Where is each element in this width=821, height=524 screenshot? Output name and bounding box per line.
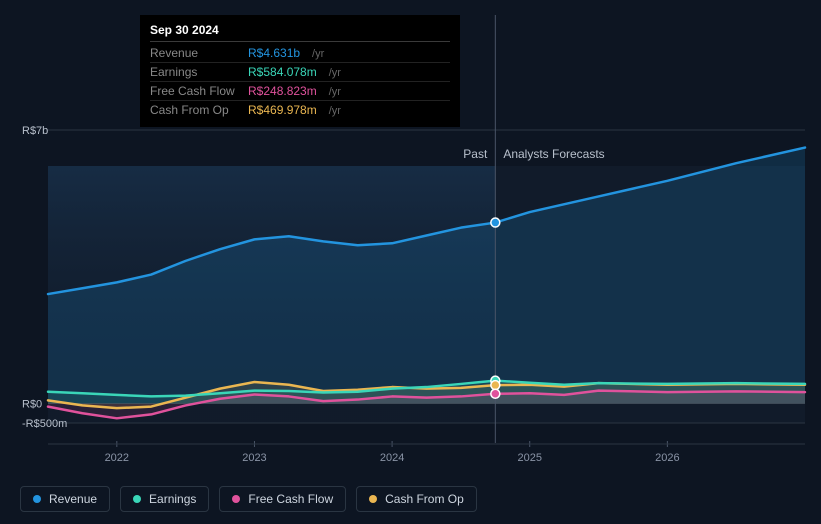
tooltip-row: Revenue R$4.631b/yr (150, 44, 450, 63)
legend-label: Cash From Op (385, 492, 464, 506)
y-axis-label: R$7b (22, 125, 48, 137)
free_cash_flow-marker (491, 389, 500, 398)
tooltip-row-label: Cash From Op (150, 103, 240, 117)
tooltip-row-unit: /yr (329, 105, 341, 117)
x-axis-label: 2024 (380, 452, 404, 464)
legend-dot-icon (369, 495, 377, 503)
tooltip-row-label: Free Cash Flow (150, 84, 240, 98)
chart-tooltip: Sep 30 2024 Revenue R$4.631b/yr Earnings R$… (140, 15, 460, 127)
tooltip-row-value: R$469.978m (248, 103, 317, 117)
tooltip-row-value: R$584.078m (248, 65, 317, 79)
legend-dot-icon (133, 495, 141, 503)
zone-label-forecast: Analysts Forecasts (503, 147, 604, 161)
cash_from_op-marker (491, 381, 500, 390)
legend-item-free_cash_flow[interactable]: Free Cash Flow (219, 486, 346, 512)
x-axis-label: 2026 (655, 452, 679, 464)
tooltip-date: Sep 30 2024 (150, 21, 450, 42)
legend-label: Earnings (149, 492, 196, 506)
y-axis-label: -R$500m (22, 418, 67, 430)
x-axis-label: 2025 (517, 452, 541, 464)
tooltip-row: Cash From Op R$469.978m/yr (150, 101, 450, 119)
tooltip-row-unit: /yr (329, 67, 341, 79)
chart-legend: Revenue Earnings Free Cash Flow Cash From O… (20, 486, 477, 512)
tooltip-row-value: R$248.823m (248, 84, 317, 98)
tooltip-row-unit: /yr (329, 86, 341, 98)
revenue-marker (491, 218, 500, 227)
legend-dot-icon (33, 495, 41, 503)
x-axis-label: 2023 (242, 452, 266, 464)
tooltip-row: Free Cash Flow R$248.823m/yr (150, 82, 450, 101)
y-axis-label: R$0 (22, 398, 42, 410)
x-axis-label: 2022 (105, 452, 129, 464)
tooltip-row-unit: /yr (312, 48, 324, 60)
legend-item-earnings[interactable]: Earnings (120, 486, 209, 512)
legend-item-cash_from_op[interactable]: Cash From Op (356, 486, 477, 512)
tooltip-row-label: Revenue (150, 46, 240, 60)
legend-item-revenue[interactable]: Revenue (20, 486, 110, 512)
legend-label: Revenue (49, 492, 97, 506)
tooltip-row: Earnings R$584.078m/yr (150, 63, 450, 82)
tooltip-row-value: R$4.631b (248, 46, 300, 60)
legend-dot-icon (232, 495, 240, 503)
tooltip-row-label: Earnings (150, 65, 240, 79)
legend-label: Free Cash Flow (248, 492, 333, 506)
zone-label-past: Past (463, 147, 488, 161)
